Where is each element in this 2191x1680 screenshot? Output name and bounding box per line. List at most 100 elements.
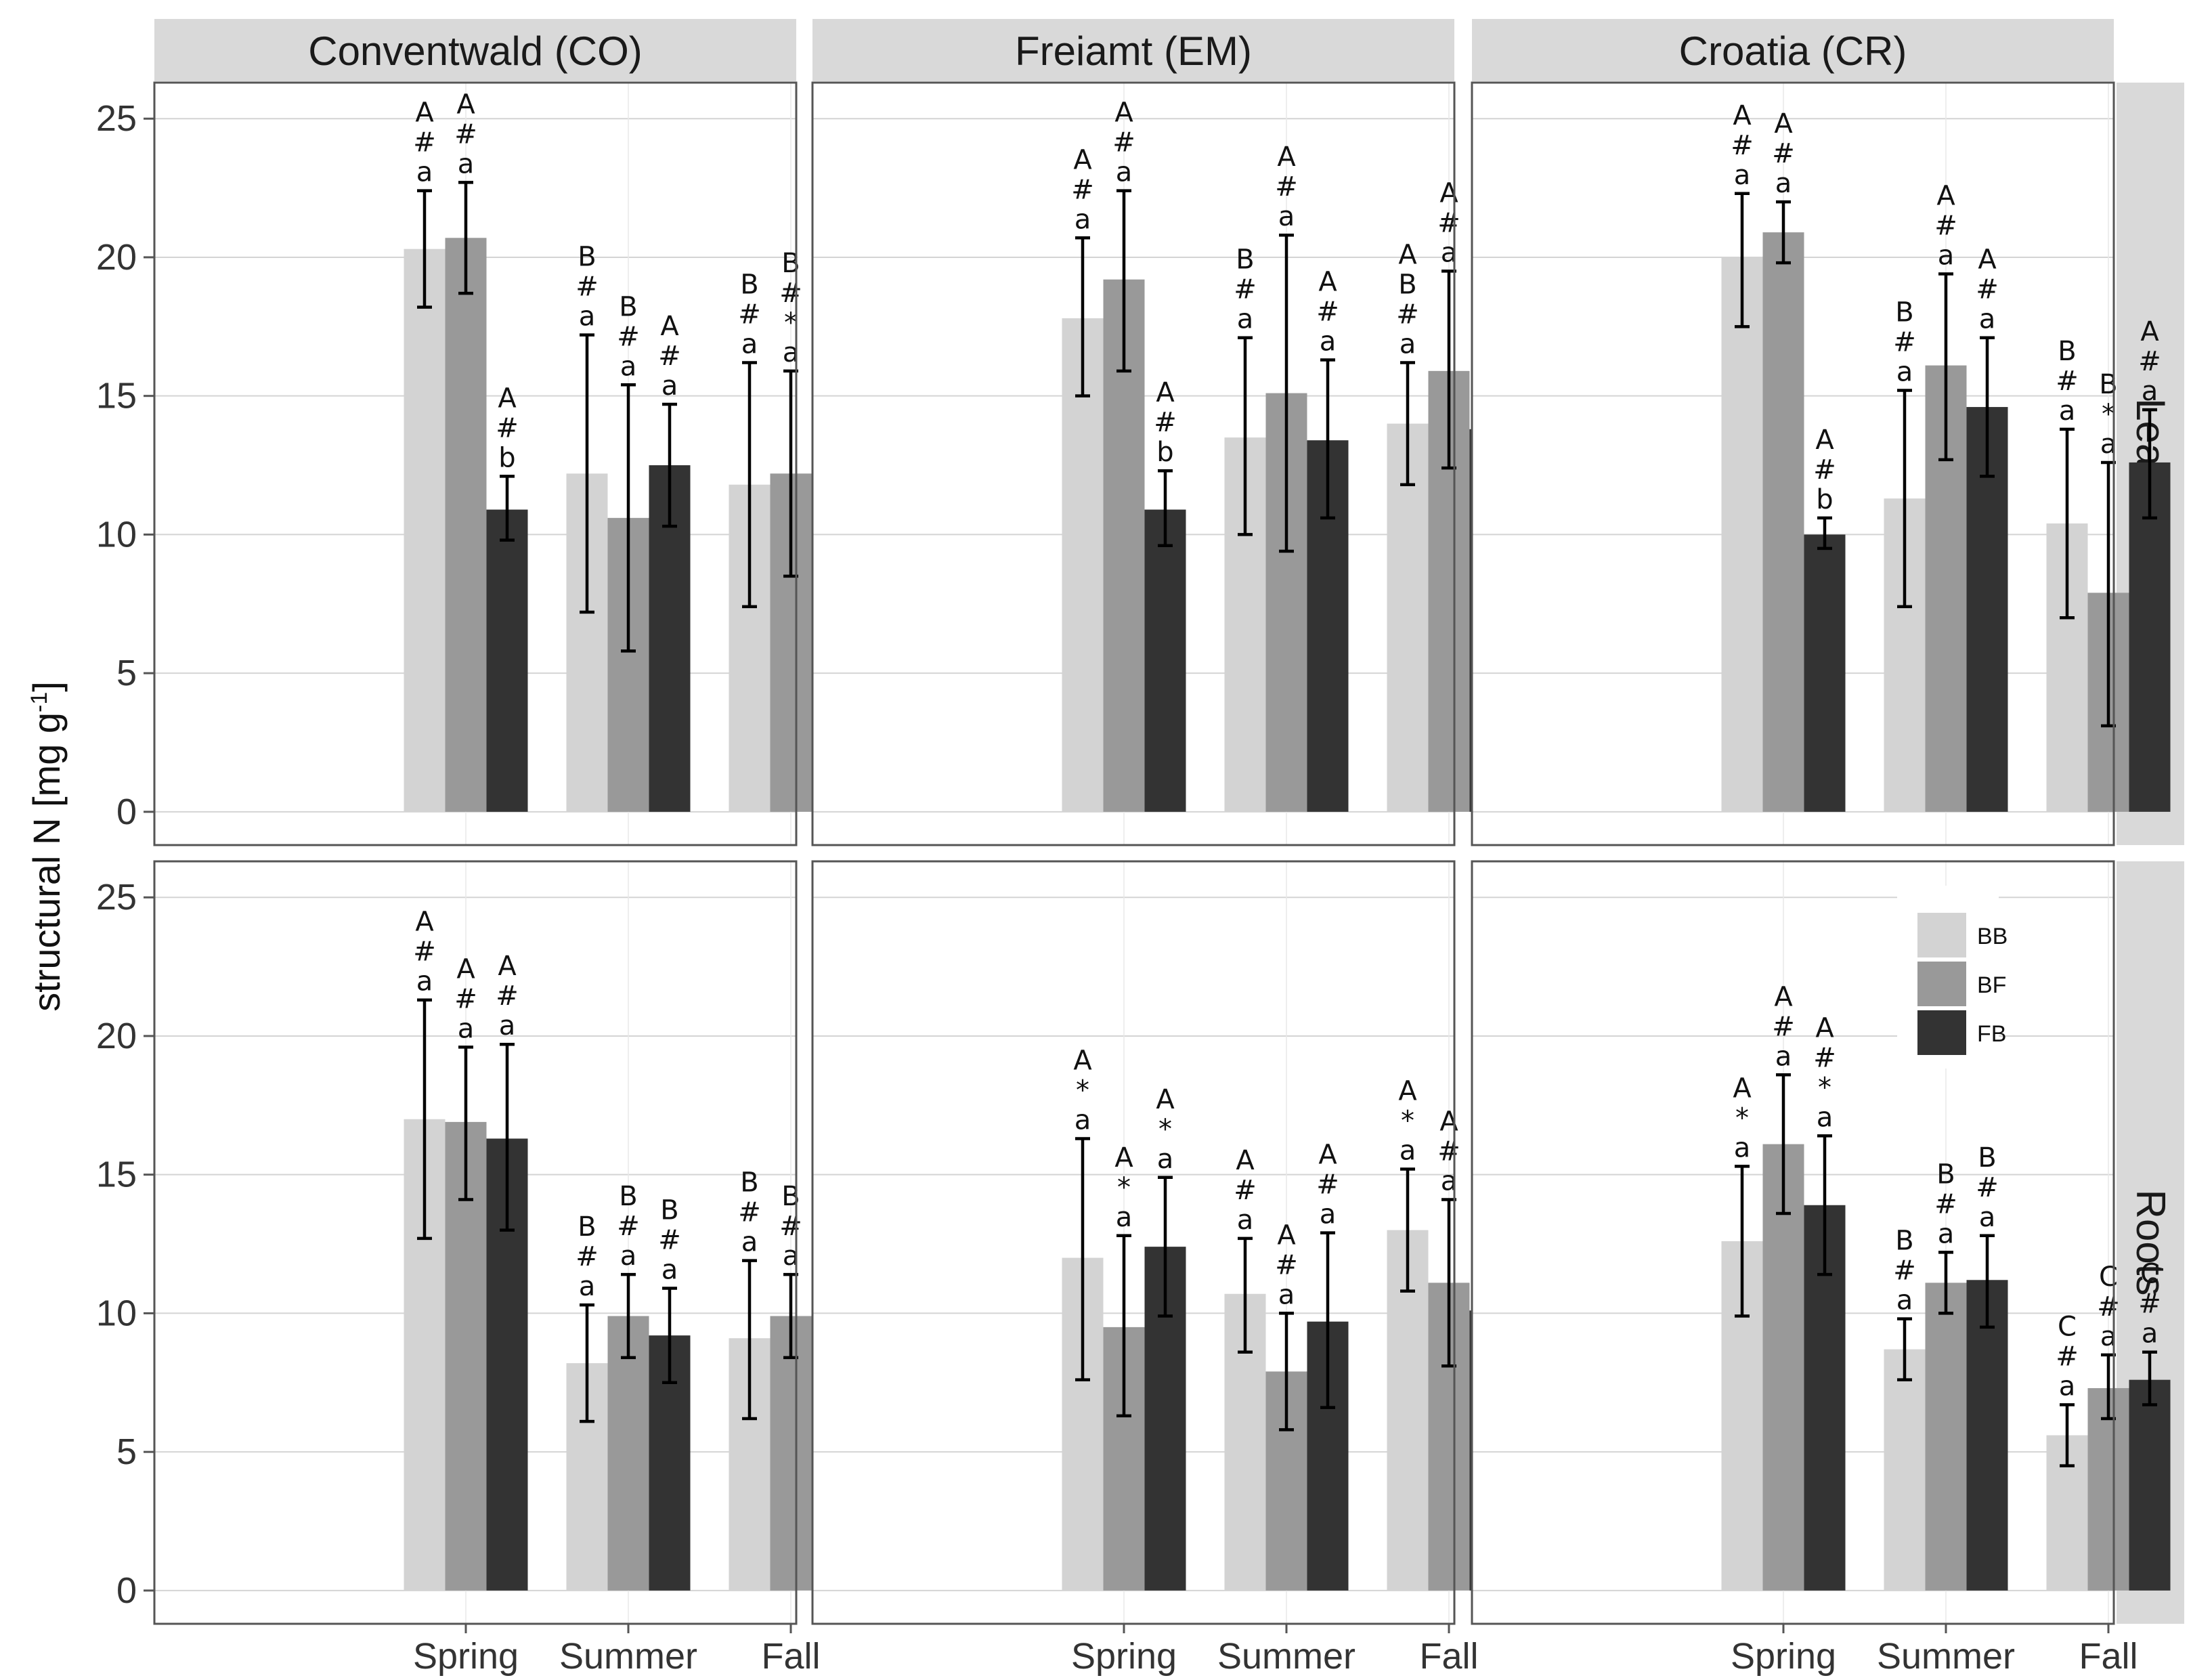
error-bar-BB-fall	[742, 361, 757, 609]
significance-letter: a	[1237, 304, 1254, 335]
significance-letter: a	[1775, 1041, 1792, 1072]
error-bar-FB-summer	[1320, 1231, 1335, 1409]
column-strip-label: Conventwald (CO)	[308, 28, 643, 74]
row-strip-label: Roots	[2128, 1190, 2173, 1296]
significance-letter: #	[1112, 127, 1135, 158]
significance-letter: #	[738, 1197, 761, 1228]
significance-letter: A	[1318, 266, 1337, 297]
significance-letter: A	[1733, 1073, 1752, 1104]
significance-letter: #	[1934, 211, 1957, 242]
y-tick-label: 10	[96, 1293, 137, 1333]
significance-letter: #	[2056, 366, 2079, 397]
significance-letter: #	[2097, 1291, 2120, 1322]
significance-letter: B	[619, 1181, 637, 1212]
significance-letter: a	[579, 1271, 596, 1302]
significance-letter: A	[498, 383, 517, 414]
significance-letter: #	[738, 299, 761, 330]
significance-letter: a	[1734, 160, 1751, 191]
significance-letter: a	[1278, 1279, 1295, 1310]
significance-letter: A	[1774, 981, 1793, 1012]
significance-letter: B	[781, 1181, 800, 1212]
significance-letter: #	[1316, 1169, 1339, 1201]
significance-letter: #	[1234, 1175, 1257, 1206]
panel-leaves-em: a#Aa#Ab#Aa#Ba#Aa#Aa#BAa#Aa#A	[811, 81, 1511, 846]
significance-letter: C	[2140, 1259, 2159, 1290]
significance-letter: #	[1772, 138, 1795, 169]
panel-roots-cr: a*Aa#Aa*#Aa#B a#Ba#Ba#C a#Ca#C	[1471, 860, 2171, 1625]
bar-FB-spring	[486, 509, 528, 812]
significance-letter: B	[1895, 297, 1913, 328]
significance-letter: *	[1158, 1114, 1172, 1145]
significance-letter: A	[1978, 244, 1997, 276]
error-bar-BF-spring	[1776, 1073, 1791, 1215]
y-tick-label: 0	[116, 792, 137, 832]
significance-letter: a	[661, 1255, 678, 1286]
column-strip-cr: Croatia (CR)	[1472, 19, 2114, 81]
significance-letter: a	[458, 148, 475, 179]
legend-key-BF	[1917, 962, 1966, 1006]
significance-letter: A	[1439, 1106, 1458, 1138]
significance-letter: #	[454, 119, 477, 150]
y-tick-label: 20	[96, 1016, 137, 1056]
error-bar-BF-spring	[458, 181, 473, 295]
significance-letter: A	[1156, 1084, 1175, 1115]
panel-border	[153, 81, 798, 846]
error-bar-FB-fall	[2142, 408, 2157, 520]
bar-BB-spring	[1062, 318, 1104, 812]
x-tick-label: Fall	[2079, 1636, 2138, 1677]
error-bar-FB-spring	[1158, 1176, 1173, 1318]
x-tick-label: Fall	[1419, 1636, 1478, 1677]
error-bar-BB-fall	[1400, 361, 1415, 486]
significance-letter: #	[658, 1225, 681, 1256]
significance-letter: B	[1978, 1142, 1996, 1173]
bar-BB-summer	[1884, 1349, 1926, 1591]
error-bar-BF-spring	[1116, 1234, 1131, 1418]
significance-letter: *	[1076, 1075, 1089, 1106]
error-bar-BB-summer	[1238, 1236, 1253, 1354]
significance-letter: *	[1117, 1172, 1131, 1203]
significance-letter: #	[1234, 274, 1257, 305]
significance-letter: a	[1400, 1135, 1416, 1166]
x-tick-label: Spring	[1071, 1636, 1177, 1677]
error-bar-FB-spring	[1158, 469, 1173, 548]
significance-letter: A	[498, 951, 517, 982]
error-bar-BF-spring	[458, 1046, 473, 1201]
significance-letter: #	[779, 1211, 802, 1242]
significance-letter: A	[415, 98, 434, 129]
significance-letter: #	[1154, 407, 1177, 438]
y-tick-label: 0	[116, 1570, 137, 1611]
significance-letter: A	[1318, 1140, 1337, 1171]
error-bar-FB-spring	[500, 475, 515, 542]
error-bar-FB-summer	[662, 402, 677, 528]
panel-leaves-cr: a#Aa#Ab#Aa#Ba#Aa#Aa#Ba*B a#A	[1471, 81, 2171, 846]
significance-letter: b	[1816, 484, 1833, 515]
significance-letter: #	[576, 1241, 599, 1272]
error-bar-BB-summer	[1238, 336, 1253, 536]
significance-letter: a	[1775, 168, 1792, 199]
bar-BB-spring	[404, 249, 446, 812]
error-bar-BF-summer	[621, 383, 636, 653]
column-strip-bg	[1472, 19, 2114, 81]
significance-letter: #	[658, 341, 681, 372]
significance-letter: #	[1731, 130, 1754, 161]
significance-letter: B	[2099, 369, 2117, 400]
error-bar-BB-spring	[417, 998, 432, 1241]
significance-letter: A	[456, 89, 475, 120]
bar-BF-fall	[770, 1316, 812, 1591]
significance-letter: a	[579, 301, 596, 332]
significance-letter: a	[661, 370, 678, 402]
error-bar-BB-spring	[417, 189, 432, 309]
significance-letter: #	[413, 127, 436, 158]
error-bar-FB-spring	[500, 1042, 515, 1232]
significance-letter: a	[1938, 240, 1955, 272]
significance-letter: #	[1275, 171, 1298, 202]
significance-letter: B	[578, 1211, 596, 1243]
significance-letter: #	[454, 983, 477, 1014]
y-axis-label-close: ]	[25, 681, 68, 692]
bar-BF-fall	[2087, 1387, 2129, 1591]
significance-letter: A	[1398, 240, 1417, 271]
significance-letter: B	[660, 1195, 678, 1226]
significance-letter: A	[1774, 108, 1793, 139]
significance-letter: *	[1401, 1105, 1414, 1136]
error-bar-FB-summer	[1980, 336, 1995, 478]
